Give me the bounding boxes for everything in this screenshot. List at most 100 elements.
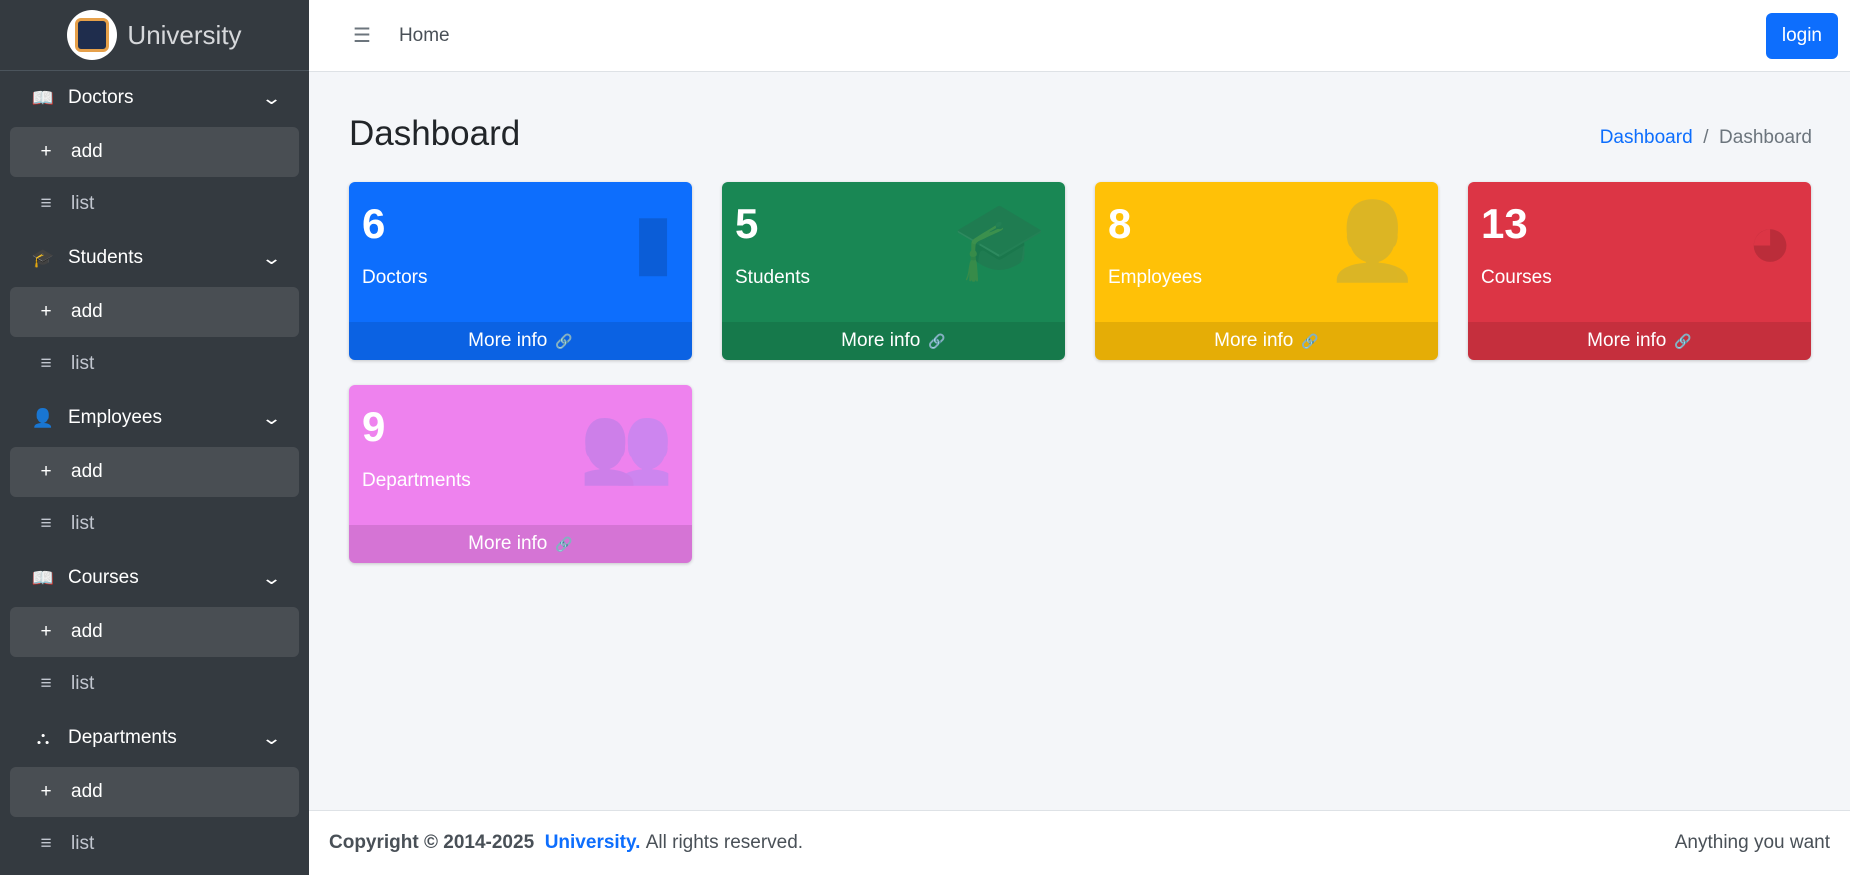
pie-chart-icon: ◕ (1747, 199, 1793, 284)
more-info-label: More info (1214, 330, 1294, 351)
plus-icon: + (40, 781, 52, 802)
plus-icon: + (40, 301, 52, 322)
copyright-text: Copyright © 2014-2025 (329, 832, 535, 853)
nav-home-link[interactable]: Home (398, 24, 450, 46)
stat-card-departments: 9 Departments 👥 More info 🔗 (349, 385, 692, 563)
sidebar-subitem-list[interactable]: ≡ list (10, 819, 299, 869)
subitem-label: list (71, 673, 95, 694)
breadcrumb-current: Dashboard (1719, 127, 1812, 148)
more-info-link[interactable]: More info 🔗 (349, 525, 692, 563)
subitem-label: list (71, 193, 95, 214)
user-plus-icon: 👤 (1325, 199, 1420, 284)
chevron-down-icon[interactable]: ⌄ (260, 87, 283, 108)
sidebar-subitem-list[interactable]: ≡ list (10, 179, 299, 229)
stat-card-doctors: 6 Doctors ▮ More info 🔗 (349, 182, 692, 360)
graduation-cap-icon: 🎓 (31, 247, 55, 268)
sidebar-subitem-add[interactable]: + add (10, 287, 299, 337)
stat-value: 6 (362, 200, 386, 247)
sidebar-item-departments[interactable]: ⛬ Departments ⌄ (0, 711, 309, 765)
sidebar-subitem-list[interactable]: ≡ list (10, 499, 299, 549)
brand-link[interactable]: University (0, 0, 309, 71)
sidebar-item-students[interactable]: 🎓 Students ⌄ (0, 231, 309, 285)
link-icon: 🔗 (1301, 332, 1319, 349)
stat-label: Employees (1108, 267, 1202, 288)
sidebar-item-label: Courses (68, 567, 139, 588)
link-icon: 🔗 (928, 332, 946, 349)
more-info-label: More info (468, 533, 548, 554)
list-icon: ≡ (40, 673, 52, 694)
link-icon: 🔗 (555, 535, 573, 552)
sidebar-subitem-add[interactable]: + add (10, 447, 299, 497)
sidebar: University 📖 Doctors ⌄ + add ≡ list 🎓 St… (0, 0, 309, 875)
stat-label: Students (735, 267, 810, 288)
more-info-link[interactable]: More info 🔗 (1468, 322, 1811, 360)
sidebar-item-label: Doctors (68, 87, 134, 108)
stat-label: Departments (362, 470, 471, 491)
stat-card-courses: 13 Courses ◕ More info 🔗 (1468, 182, 1811, 360)
stat-value: 13 (1481, 200, 1528, 247)
subitem-label: list (71, 353, 95, 374)
hamburger-menu-icon[interactable]: ☰ (353, 25, 371, 47)
stat-value: 5 (735, 200, 759, 247)
plus-icon: + (40, 621, 52, 642)
footer-right-text: Anything you want (1674, 832, 1830, 853)
sidebar-subitem-add[interactable]: + add (10, 127, 299, 177)
stat-card-employees: 8 Employees 👤 More info 🔗 (1095, 182, 1438, 360)
sidebar-subitem-list[interactable]: ≡ list (10, 659, 299, 709)
subitem-label: list (71, 833, 95, 854)
sidebar-subitem-add[interactable]: + add (10, 767, 299, 817)
more-info-label: More info (1587, 330, 1667, 351)
book-icon: ▮ (632, 199, 674, 284)
stat-label: Courses (1481, 267, 1552, 288)
stat-label: Doctors (362, 267, 428, 288)
sidebar-item-label: Departments (68, 727, 177, 748)
link-icon: 🔗 (555, 332, 573, 349)
chevron-down-icon[interactable]: ⌄ (260, 407, 283, 428)
subitem-label: add (71, 461, 103, 482)
stat-value: 8 (1108, 200, 1132, 247)
top-navbar: ☰ Home login (309, 0, 1850, 72)
graduation-cap-icon: 🎓 (952, 199, 1047, 284)
sitemap-icon: ⛬ (36, 727, 50, 748)
book-open-icon: 📖 (31, 567, 55, 588)
main-content: Dashboard Dashboard / Dashboard 6 Doctor… (309, 72, 1850, 810)
list-icon: ≡ (40, 833, 52, 854)
footer-brand-link[interactable]: University. (544, 832, 641, 853)
link-icon: 🔗 (1674, 332, 1692, 349)
more-info-label: More info (468, 330, 548, 351)
sidebar-item-doctors[interactable]: 📖 Doctors ⌄ (0, 71, 309, 125)
plus-icon: + (40, 141, 52, 162)
sidebar-item-courses[interactable]: 📖 Courses ⌄ (0, 551, 309, 605)
login-button[interactable]: login (1765, 13, 1838, 59)
stat-value: 9 (362, 403, 386, 450)
more-info-label: More info (841, 330, 921, 351)
sidebar-subitem-list[interactable]: ≡ list (10, 339, 299, 389)
subitem-label: add (71, 781, 103, 802)
subitem-label: add (71, 621, 103, 642)
more-info-link[interactable]: More info 🔗 (722, 322, 1065, 360)
sidebar-subitem-add[interactable]: + add (10, 607, 299, 657)
rights-text: All rights reserved. (645, 832, 804, 853)
plus-icon: + (40, 461, 52, 482)
breadcrumb: Dashboard / Dashboard (1599, 127, 1812, 148)
subitem-label: add (71, 301, 103, 322)
users-icon: 👥 (579, 402, 674, 487)
user-icon: 👤 (31, 407, 55, 428)
sidebar-item-label: Employees (68, 407, 162, 428)
list-icon: ≡ (40, 193, 52, 214)
footer: Copyright © 2014-2025 University. All ri… (309, 810, 1850, 875)
subitem-label: list (71, 513, 95, 534)
chevron-down-icon[interactable]: ⌄ (260, 727, 283, 748)
breadcrumb-link[interactable]: Dashboard (1599, 127, 1693, 148)
book-icon: 📖 (31, 87, 55, 108)
chevron-down-icon[interactable]: ⌄ (260, 567, 283, 588)
list-icon: ≡ (40, 353, 52, 374)
chevron-down-icon[interactable]: ⌄ (260, 247, 283, 268)
university-logo (67, 10, 118, 60)
page-title: Dashboard (349, 114, 521, 153)
subitem-label: add (71, 141, 103, 162)
more-info-link[interactable]: More info 🔗 (349, 322, 692, 360)
sidebar-item-employees[interactable]: 👤 Employees ⌄ (0, 391, 309, 445)
more-info-link[interactable]: More info 🔗 (1095, 322, 1438, 360)
brand-name: University (127, 19, 242, 50)
